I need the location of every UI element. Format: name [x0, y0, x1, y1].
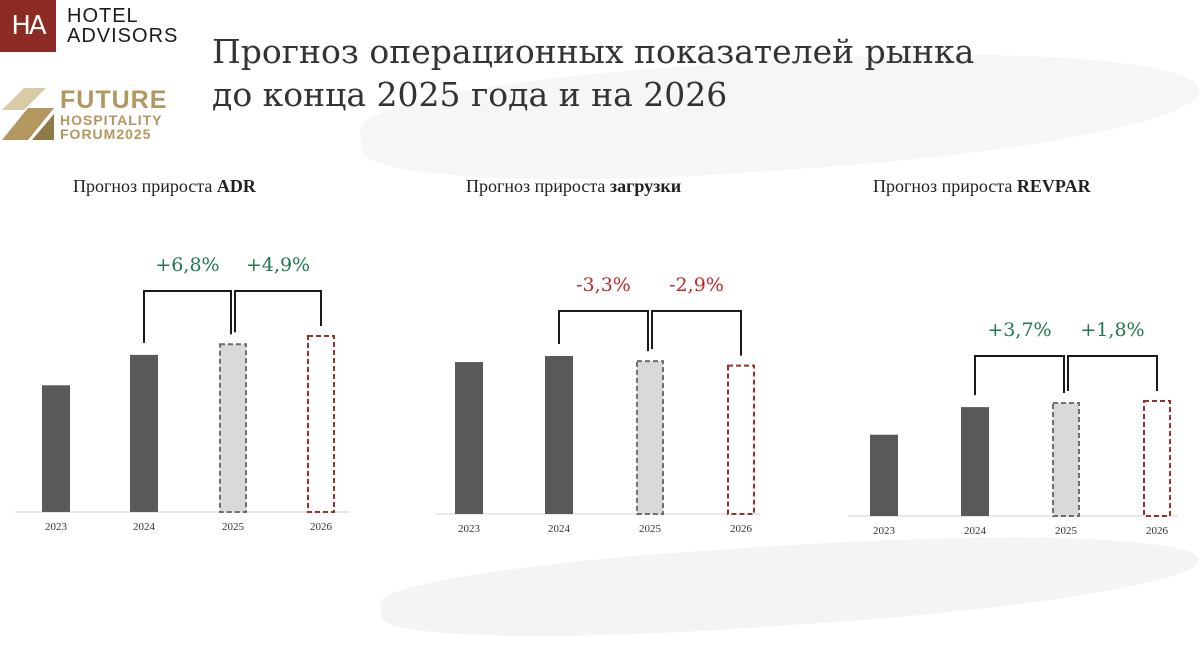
bar-2024 — [130, 354, 158, 512]
growth-bracket — [651, 310, 742, 356]
x-tick-label: 2024 — [964, 525, 987, 537]
x-tick-label: 2025 — [1055, 525, 1078, 537]
x-tick-label: 2026 — [310, 521, 333, 533]
forum-logo-mark — [2, 88, 54, 140]
bar-2024 — [545, 356, 573, 514]
growth-label: +4,9% — [246, 254, 310, 276]
panel-title-metric: REVPAR — [1016, 176, 1091, 196]
bar-2023 — [42, 385, 70, 512]
bar-2026-forecast — [727, 364, 755, 516]
bar-2026-forecast — [1143, 400, 1171, 517]
growth-bracket — [234, 290, 322, 333]
x-tick-label: 2026 — [1146, 525, 1169, 537]
bar-2025-forecast — [219, 343, 247, 513]
growth-bracket — [143, 290, 232, 343]
x-tick-label: 2024 — [548, 523, 571, 535]
hotel-advisors-logo: HA — [0, 0, 56, 52]
x-tick-label: 2024 — [133, 521, 156, 533]
forum-line3: FORUM2025 — [60, 126, 152, 142]
panel-title-prefix: Прогноз прироста — [73, 176, 217, 196]
panel-title-prefix: Прогноз прироста — [873, 176, 1017, 196]
brand-name-line2: ADVISORS — [67, 25, 179, 47]
page-title-line1: Прогноз операционных показателей рынка — [212, 32, 975, 71]
panel-title-revpar: Прогноз прироста REVPAR — [873, 176, 1091, 197]
hotel-advisors-name: HOTEL ADVISORS — [67, 6, 178, 46]
bar-2026-forecast — [307, 335, 335, 513]
forum-logo-text: FUTURE HOSPITALITY FORUM2025 — [60, 86, 168, 142]
bar-2024 — [961, 407, 989, 516]
x-tick-label: 2023 — [458, 523, 481, 535]
x-tick-label: 2023 — [873, 525, 896, 537]
panel-title-occupancy: Прогноз прироста загрузки — [466, 176, 681, 197]
x-tick-label: 2025 — [639, 523, 662, 535]
page-title: Прогноз операционных показателей рынка д… — [212, 30, 1112, 116]
bar-2023 — [455, 362, 483, 514]
growth-bracket — [1067, 355, 1158, 392]
forum-line2: HOSPITALITY — [60, 112, 163, 128]
x-tick-label: 2026 — [730, 523, 753, 535]
bar-2025-forecast — [636, 360, 664, 515]
growth-label: +1,8% — [1080, 319, 1144, 341]
charts-canvas: 2023 2024 2025 2026 +6,8% +4,9% 2023 2024 2025 20… — [15, 254, 1178, 537]
panel-title-adr: Прогноз прироста ADR — [73, 176, 256, 197]
panel-title-metric: загрузки — [609, 176, 682, 196]
growth-label: -2,9% — [669, 274, 724, 296]
bar-2023 — [870, 434, 898, 516]
panel-title-metric: ADR — [216, 176, 256, 196]
growth-label: +6,8% — [155, 254, 219, 276]
growth-bracket — [558, 310, 649, 352]
panel-title-prefix: Прогноз прироста — [466, 176, 610, 196]
page-title-line2: до конца 2025 года и на 2026 — [212, 75, 728, 114]
x-tick-label: 2025 — [222, 521, 245, 533]
growth-label: +3,7% — [987, 319, 1051, 341]
x-tick-label: 2023 — [45, 521, 68, 533]
growth-bracket — [974, 355, 1065, 396]
growth-label: -3,3% — [576, 274, 631, 296]
bar-2025-forecast — [1052, 402, 1080, 517]
brand-name-line1: HOTEL — [67, 5, 139, 27]
forum-line1: FUTURE — [60, 86, 168, 114]
